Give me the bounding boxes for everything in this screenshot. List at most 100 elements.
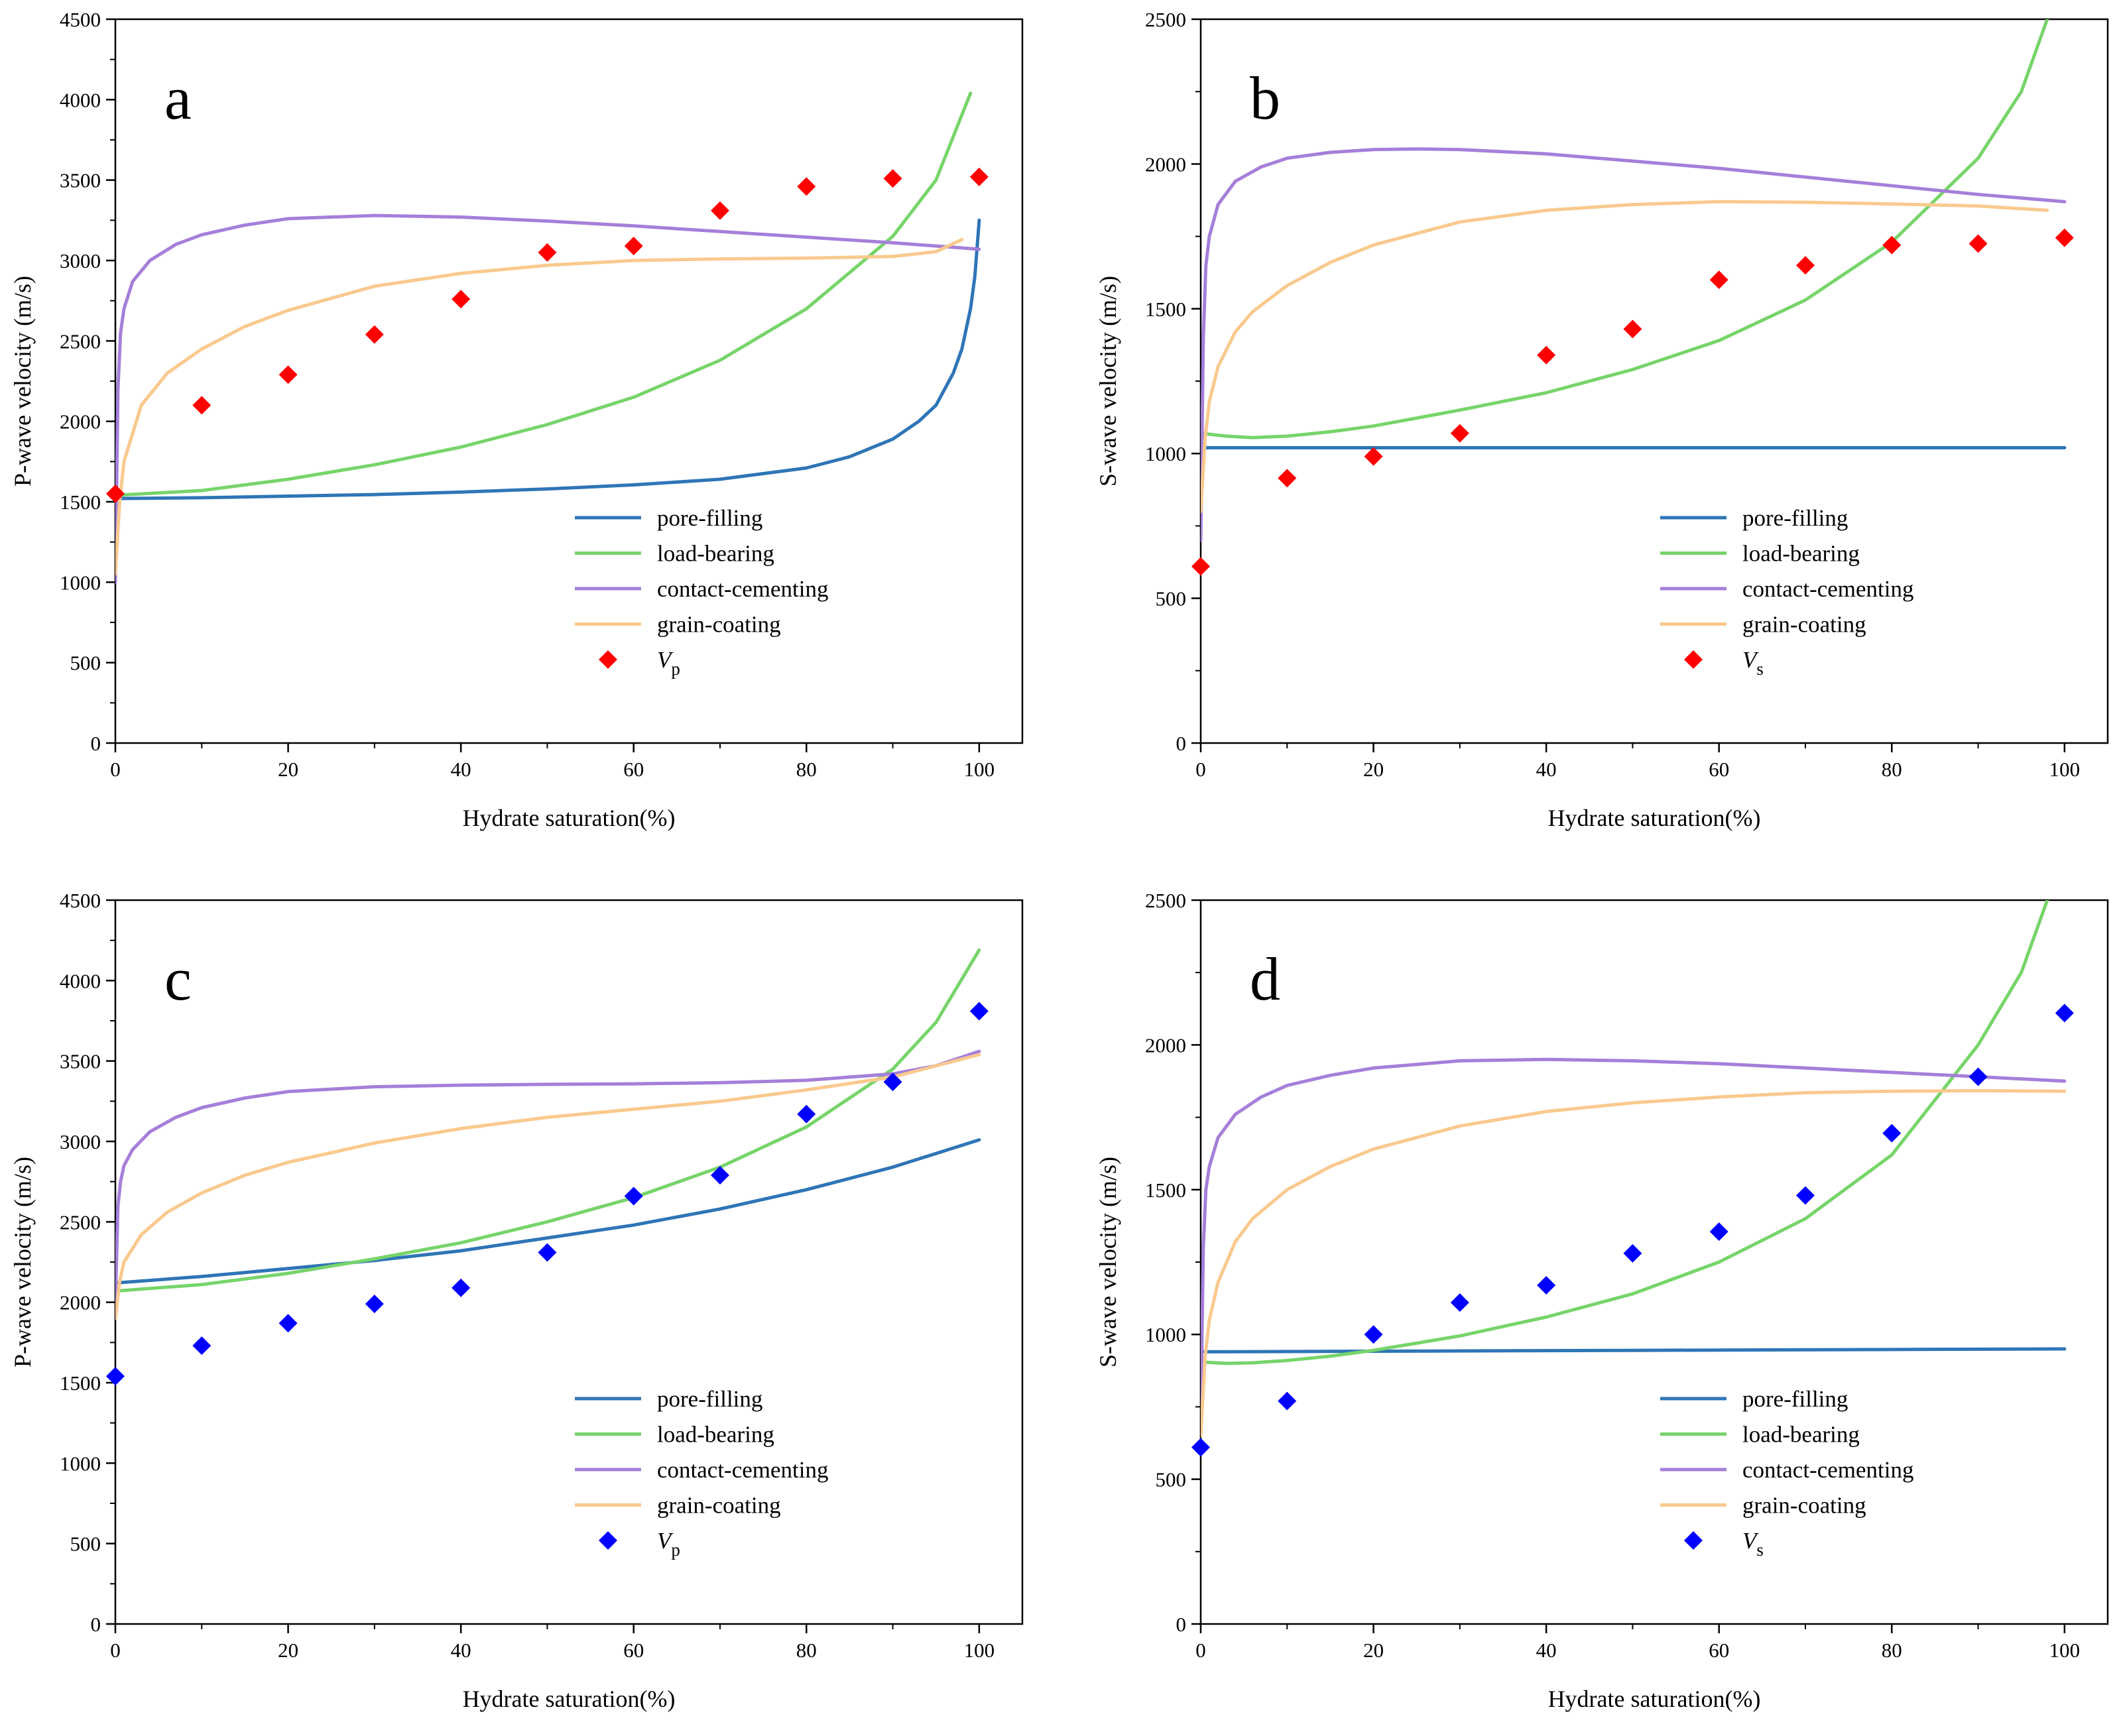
y-tick-label: 500 [1156,587,1187,610]
x-tick-label: 20 [278,758,298,781]
legend-label: contact-cementing [657,1457,828,1483]
x-tick-label: 80 [1882,758,1902,781]
legend-label: contact-cementing [1742,576,1913,602]
data-point [452,1278,471,1297]
data-point [1450,424,1469,443]
y-tick-label: 1000 [60,571,101,594]
x-tick-label: 0 [1195,1639,1206,1662]
plot-frame [114,899,1024,1625]
legend-marker-label: Vp [657,1528,680,1560]
series-line-load-bearing [1201,19,2049,439]
y-tick-label: 2000 [1145,1033,1186,1057]
legend-label: contact-cementing [1742,1457,1913,1483]
data-point [278,365,298,384]
legend-marker [1684,650,1703,669]
legend-label: grain-coating [657,612,781,638]
data-point [538,1243,557,1262]
y-tick-label: 2500 [60,329,101,353]
x-axis-title: Hydrate saturation(%) [1548,805,1761,831]
data-point [797,1104,816,1124]
data-markers [1191,228,2074,576]
series-line-load-bearing [1201,900,2049,1365]
y-tick-label: 1500 [1145,1179,1186,1202]
data-markers [106,1002,989,1386]
y-tick-label: 500 [70,652,101,675]
series-line-grain-coating [1201,1088,2067,1438]
x-tick-label: 20 [278,1639,298,1662]
data-point [1537,345,1556,365]
legend-marker-subscript: s [1756,1540,1764,1560]
data-point [1796,1186,1815,1205]
y-tick-label: 0 [1176,732,1187,755]
x-tick-label: 0 [110,1639,121,1662]
y-tick-label: 2000 [60,410,101,434]
y-tick-label: 2500 [60,1210,101,1234]
data-point [711,201,729,220]
data-point [883,169,902,188]
x-tick-label: 20 [1363,1639,1384,1662]
data-point [192,396,212,415]
x-tick-label: 0 [1195,758,1206,781]
legend-marker-subscript: p [671,1540,680,1560]
x-tick-label: 100 [964,1639,995,1662]
chart-panel-b: 0 20 40 60 80 10005001000150020002500Hydrate … [1095,8,2109,831]
data-point [1191,557,1210,576]
y-tick-label: 3000 [60,1130,101,1153]
series-line-contact-cementing [115,1049,981,1304]
data-point [969,167,989,186]
series-lines [1201,19,2067,542]
legend: pore-filling load-bearing contact-cementin… [1660,505,1913,679]
data-point [1623,319,1642,339]
y-tick-label: 4500 [60,889,101,912]
y-axis-title: P-wave velocity (m/s) [9,276,36,487]
x-tick-label: 80 [1882,1639,1902,1662]
legend-marker-symbol: V [657,647,674,673]
series-line-grain-coating [1201,200,2049,514]
data-point [106,1367,125,1386]
legend: pore-filling load-bearing contact-cementin… [575,505,828,679]
y-tick-label: 0 [1176,1613,1187,1636]
data-point [452,290,471,309]
x-tick-label: 100 [964,758,995,781]
x-tick-label: 100 [2049,758,2081,781]
data-point [106,484,125,503]
y-tick-label: 1000 [60,1452,101,1475]
y-tick-label: 4000 [60,969,101,992]
y-tick-label: 4500 [60,8,101,31]
data-point [1278,469,1297,488]
data-point [538,243,557,262]
legend-marker-subscript: p [671,659,680,679]
legend-marker [599,650,617,669]
legend-label: load-bearing [1742,541,1860,567]
legend-marker-label: Vp [657,647,680,679]
series-line-contact-cementing [1201,147,2067,542]
legend-marker-symbol: V [1742,1528,1759,1554]
data-point [1709,1222,1728,1242]
data-point [1364,1325,1383,1344]
data-markers [106,167,989,503]
legend-marker [1684,1531,1703,1550]
y-tick-label: 2500 [1145,8,1186,31]
series-lines [115,948,981,1320]
legend-label: grain-coating [1742,1493,1866,1519]
series-line-load-bearing [115,91,973,497]
legend-label: pore-filling [657,505,762,531]
y-tick-label: 1500 [60,491,101,514]
data-point [2055,1004,2074,1023]
data-point [883,1072,902,1092]
y-tick-label: 0 [91,732,101,755]
legend-label: grain-coating [1742,612,1866,638]
y-tick-label: 0 [91,1613,101,1636]
data-point [624,237,643,256]
legend: pore-filling load-bearing contact-cementin… [1660,1386,1913,1560]
y-tick-label: 3500 [60,169,101,192]
y-axis-title: S-wave velocity (m/s) [1095,1157,1121,1367]
y-tick-label: 2500 [1145,889,1186,912]
legend-marker-subscript: s [1756,659,1764,679]
x-tick-label: 80 [796,1639,817,1662]
data-point [1450,1293,1469,1312]
legend: pore-filling load-bearing contact-cementin… [575,1386,828,1560]
plot-frame [1199,18,2109,744]
x-tick-label: 100 [2049,1639,2081,1662]
data-point [797,177,816,196]
